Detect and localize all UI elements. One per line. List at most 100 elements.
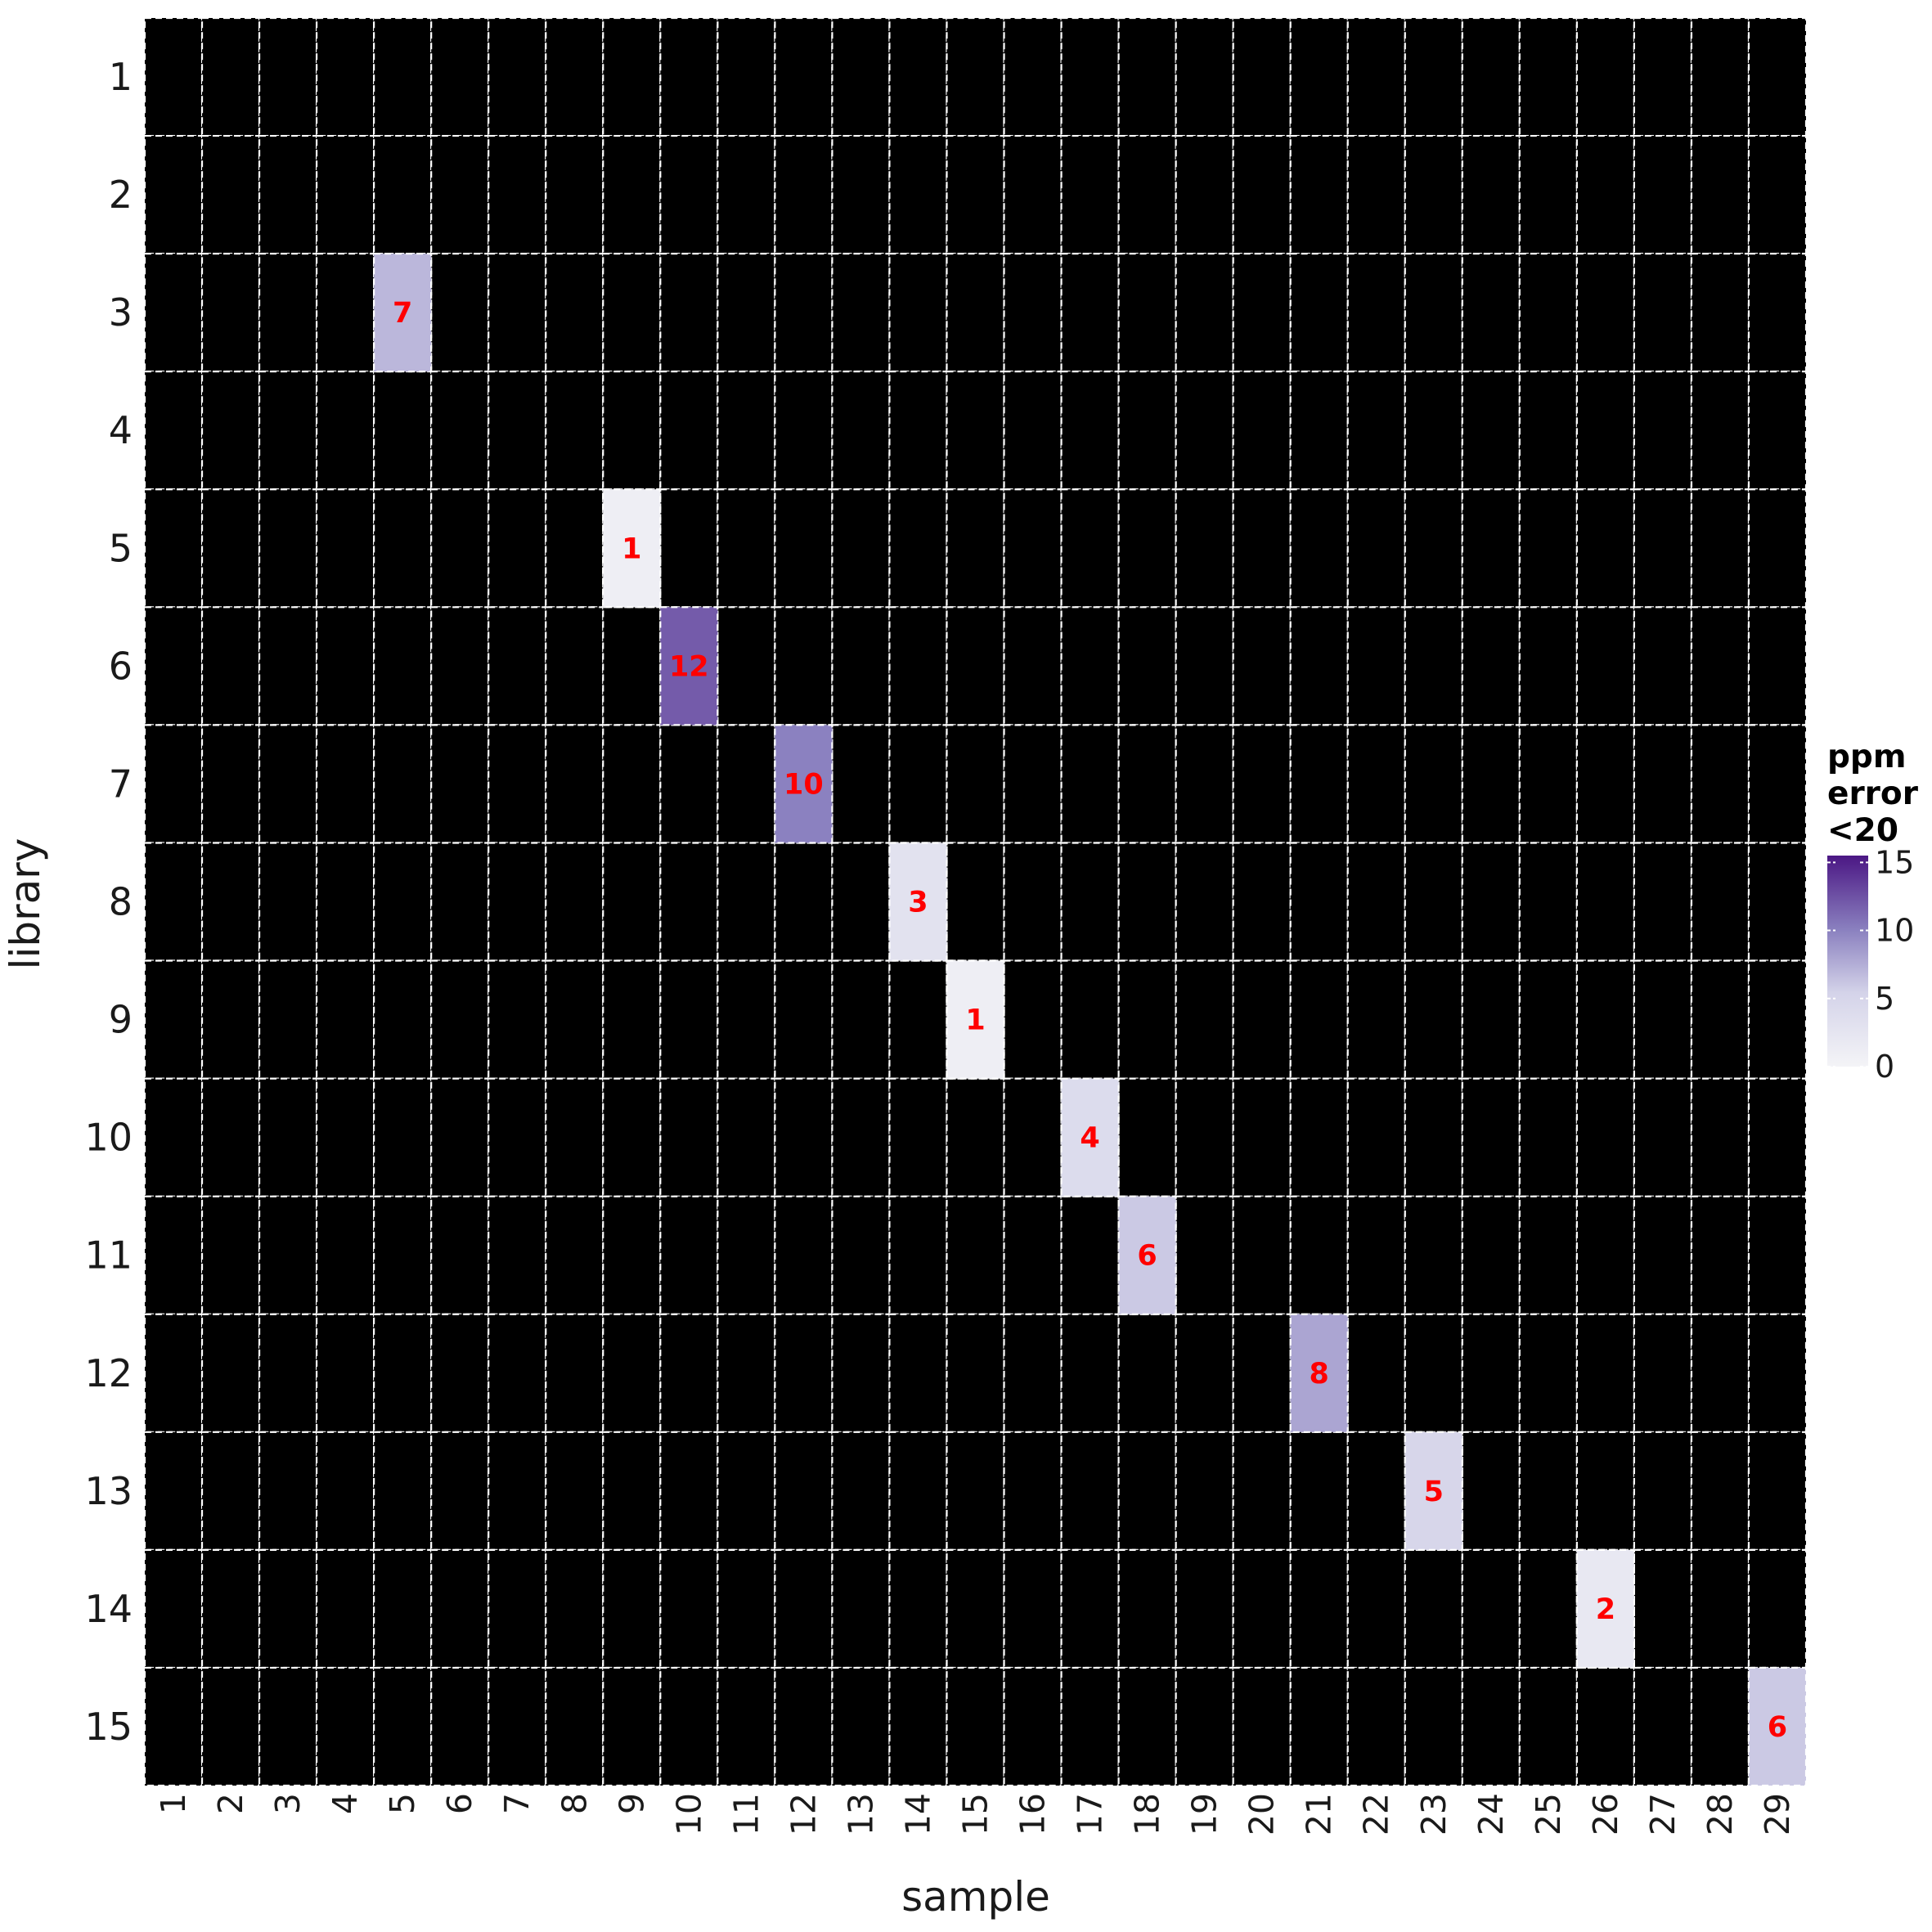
empty-cell xyxy=(1289,1195,1349,1315)
empty-cell xyxy=(946,1548,1005,1669)
empty-cell xyxy=(602,1195,662,1315)
empty-cell xyxy=(1575,16,1635,137)
empty-cell xyxy=(143,488,204,609)
empty-cell xyxy=(1346,1666,1406,1787)
empty-cell xyxy=(545,1431,604,1551)
y-tick-label: 12 xyxy=(84,1351,133,1395)
empty-cell xyxy=(602,1077,662,1197)
empty-cell xyxy=(1003,959,1063,1080)
x-tick-label: 27 xyxy=(1643,1793,1683,1835)
empty-cell xyxy=(1518,488,1578,609)
empty-cell xyxy=(258,371,318,491)
empty-cell xyxy=(1518,1431,1578,1551)
empty-cell xyxy=(430,1313,490,1433)
empty-cell xyxy=(545,1077,604,1197)
empty-cell xyxy=(1747,488,1808,609)
cell-value-label: 2 xyxy=(1596,1593,1615,1626)
empty-cell xyxy=(1289,134,1349,255)
empty-cell xyxy=(1633,1431,1693,1551)
empty-cell xyxy=(1232,959,1292,1080)
x-tick-label: 23 xyxy=(1414,1793,1453,1835)
empty-cell xyxy=(1633,1195,1693,1315)
empty-cell xyxy=(1404,16,1463,137)
empty-cell xyxy=(1747,1195,1808,1315)
empty-cell xyxy=(200,253,261,373)
empty-cell xyxy=(1003,724,1063,844)
empty-cell xyxy=(1289,1431,1349,1551)
empty-cell xyxy=(831,1077,891,1197)
empty-cell xyxy=(946,371,1005,491)
empty-cell xyxy=(487,1313,547,1433)
empty-cell xyxy=(373,606,433,726)
empty-cell xyxy=(659,842,719,962)
empty-cell xyxy=(1175,842,1234,962)
empty-cell xyxy=(1117,1313,1177,1433)
x-tick-label: 3 xyxy=(268,1793,308,1814)
empty-cell xyxy=(545,842,604,962)
x-tick-label: 4 xyxy=(326,1793,365,1814)
x-tick-label: 2 xyxy=(211,1793,250,1814)
empty-cell xyxy=(316,1666,375,1787)
empty-cell xyxy=(200,134,261,255)
empty-cell xyxy=(774,606,833,726)
empty-cell xyxy=(373,724,433,844)
empty-cell xyxy=(430,1548,490,1669)
empty-cell xyxy=(200,606,261,726)
empty-cell xyxy=(487,1548,547,1669)
empty-cell xyxy=(1690,488,1750,609)
y-tick-label: 15 xyxy=(84,1705,133,1749)
heatmap-cell xyxy=(602,488,662,609)
empty-cell xyxy=(831,1313,891,1433)
empty-cell xyxy=(1518,959,1578,1080)
empty-cell xyxy=(1232,16,1292,137)
empty-cell xyxy=(143,1431,204,1551)
empty-cell xyxy=(1346,371,1406,491)
x-tick-label: 24 xyxy=(1471,1793,1511,1835)
empty-cell xyxy=(487,134,547,255)
empty-cell xyxy=(200,1431,261,1551)
empty-cell xyxy=(1346,134,1406,255)
empty-cell xyxy=(373,959,433,1080)
empty-cell xyxy=(258,16,318,137)
empty-cell xyxy=(1461,488,1521,609)
empty-cell xyxy=(1461,134,1521,255)
heatmap-cell xyxy=(1289,1313,1349,1433)
empty-cell xyxy=(1003,1313,1063,1433)
empty-cell xyxy=(258,959,318,1080)
heatmap-cell xyxy=(1747,1666,1808,1787)
empty-cell xyxy=(1289,724,1349,844)
empty-cell xyxy=(545,959,604,1080)
heatmap-cell xyxy=(373,253,433,373)
empty-cell xyxy=(143,16,204,137)
empty-cell xyxy=(487,1431,547,1551)
empty-cell xyxy=(1747,253,1808,373)
empty-cell xyxy=(1575,134,1635,255)
empty-cell xyxy=(946,842,1005,962)
empty-cell xyxy=(1404,1666,1463,1787)
empty-cell xyxy=(1232,606,1292,726)
empty-cell xyxy=(1232,724,1292,844)
cell-value-label: 3 xyxy=(908,887,928,919)
empty-cell xyxy=(487,842,547,962)
empty-cell xyxy=(1575,488,1635,609)
empty-cell xyxy=(1346,488,1406,609)
x-tick-label: 13 xyxy=(841,1793,880,1835)
empty-cell xyxy=(774,1077,833,1197)
x-tick-label: 26 xyxy=(1586,1793,1625,1835)
y-tick-label: 2 xyxy=(109,173,133,217)
empty-cell xyxy=(200,1666,261,1787)
empty-cell xyxy=(545,1666,604,1787)
empty-cell xyxy=(200,842,261,962)
empty-cell xyxy=(1747,16,1808,137)
empty-cell xyxy=(1461,959,1521,1080)
empty-cell xyxy=(659,724,719,844)
x-tick-label: 29 xyxy=(1758,1793,1797,1835)
empty-cell xyxy=(200,959,261,1080)
empty-cell xyxy=(1003,488,1063,609)
empty-cell xyxy=(717,1313,776,1433)
empty-cell xyxy=(487,371,547,491)
empty-cell xyxy=(717,488,776,609)
empty-cell xyxy=(1346,1313,1406,1433)
empty-cell xyxy=(1575,1077,1635,1197)
